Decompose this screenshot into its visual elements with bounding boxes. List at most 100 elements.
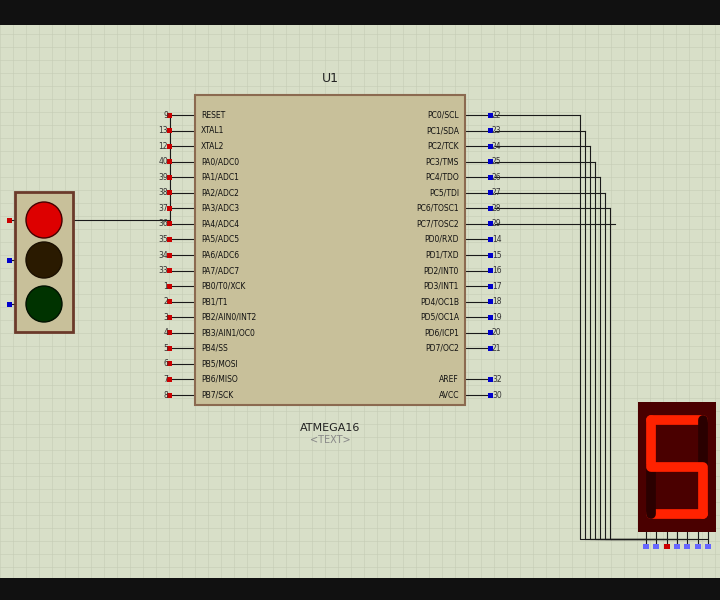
Circle shape [26,286,62,322]
Text: PC5/TDI: PC5/TDI [429,188,459,197]
Bar [488,143,493,149]
Bar [167,113,172,118]
Text: 40: 40 [158,157,168,166]
Bar [705,544,711,549]
Text: PA4/ADC4: PA4/ADC4 [201,220,239,229]
Bar [488,253,493,257]
Text: PD4/OC1B: PD4/OC1B [420,297,459,306]
Bar [488,237,493,242]
Bar [7,257,12,263]
Text: AREF: AREF [439,375,459,384]
Text: PD3/INT1: PD3/INT1 [423,281,459,290]
Bar [488,175,493,180]
Bar [167,284,172,289]
Bar [488,113,493,118]
Bar [638,402,716,532]
Bar [488,190,493,195]
Bar [167,268,172,273]
Text: PA6/ADC6: PA6/ADC6 [201,251,239,259]
Bar [7,301,12,307]
Text: RESET: RESET [201,110,225,119]
Text: 1: 1 [163,281,168,290]
Text: PA2/ADC2: PA2/ADC2 [201,188,239,197]
Bar [488,284,493,289]
Bar [167,299,172,304]
Circle shape [26,202,62,238]
Text: PD5/OC1A: PD5/OC1A [420,313,459,322]
Bar [167,377,172,382]
Text: PB4/SS: PB4/SS [201,344,228,353]
Bar [674,544,680,549]
Text: 30: 30 [492,391,502,400]
Text: 7: 7 [163,375,168,384]
Bar [0,578,720,600]
Text: 4: 4 [163,328,168,337]
Text: 33: 33 [158,266,168,275]
Bar [167,253,172,257]
Text: 22: 22 [492,110,502,119]
Text: PB2/AIN0/INT2: PB2/AIN0/INT2 [201,313,256,322]
Text: 17: 17 [492,281,502,290]
Text: 16: 16 [492,266,502,275]
Text: PC3/TMS: PC3/TMS [426,157,459,166]
Text: PD2/INT0: PD2/INT0 [423,266,459,275]
Text: PC4/TDO: PC4/TDO [426,173,459,182]
Text: PD0/RXD: PD0/RXD [425,235,459,244]
Text: PB1/T1: PB1/T1 [201,297,228,306]
Text: PB6/MISO: PB6/MISO [201,375,238,384]
Bar [488,206,493,211]
Text: 26: 26 [492,173,502,182]
Text: ATMEGA16: ATMEGA16 [300,423,360,433]
Text: PC1/SDA: PC1/SDA [426,126,459,135]
Bar [643,544,649,549]
Text: <TEXT>: <TEXT> [310,435,351,445]
Bar [195,95,465,405]
Bar [167,206,172,211]
Text: U1: U1 [322,72,338,85]
Text: PA5/ADC5: PA5/ADC5 [201,235,239,244]
Bar [0,0,720,25]
Text: PB3/AIN1/OC0: PB3/AIN1/OC0 [201,328,255,337]
Text: 14: 14 [492,235,502,244]
Text: 19: 19 [492,313,502,322]
Text: 23: 23 [492,126,502,135]
Bar [167,392,172,397]
Text: 2: 2 [163,297,168,306]
Bar [488,346,493,351]
Text: XTAL2: XTAL2 [201,142,225,151]
Bar [488,330,493,335]
Text: 15: 15 [492,251,502,259]
Text: PC0/SCL: PC0/SCL [428,110,459,119]
Text: 20: 20 [492,328,502,337]
Bar [488,377,493,382]
Bar [7,217,12,223]
Text: 36: 36 [158,220,168,229]
Text: 32: 32 [492,375,502,384]
Bar [167,237,172,242]
Bar [653,544,660,549]
Bar [167,143,172,149]
Bar [695,544,701,549]
Text: PC6/TOSC1: PC6/TOSC1 [416,204,459,213]
Text: 28: 28 [492,204,502,213]
Text: 8: 8 [163,391,168,400]
Text: PA1/ADC1: PA1/ADC1 [201,173,239,182]
Text: 5: 5 [163,344,168,353]
Bar [488,221,493,226]
Bar [488,299,493,304]
Text: PB5/MOSI: PB5/MOSI [201,359,238,368]
Bar [684,544,690,549]
Text: 35: 35 [158,235,168,244]
Text: 13: 13 [158,126,168,135]
Bar [664,544,670,549]
Text: XTAL1: XTAL1 [201,126,225,135]
Circle shape [26,242,62,278]
Text: 21: 21 [492,344,502,353]
Bar [488,128,493,133]
Text: PA0/ADC0: PA0/ADC0 [201,157,239,166]
Text: 25: 25 [492,157,502,166]
Text: 29: 29 [492,220,502,229]
Text: PA3/ADC3: PA3/ADC3 [201,204,239,213]
Text: AVCC: AVCC [438,391,459,400]
Text: 18: 18 [492,297,502,306]
